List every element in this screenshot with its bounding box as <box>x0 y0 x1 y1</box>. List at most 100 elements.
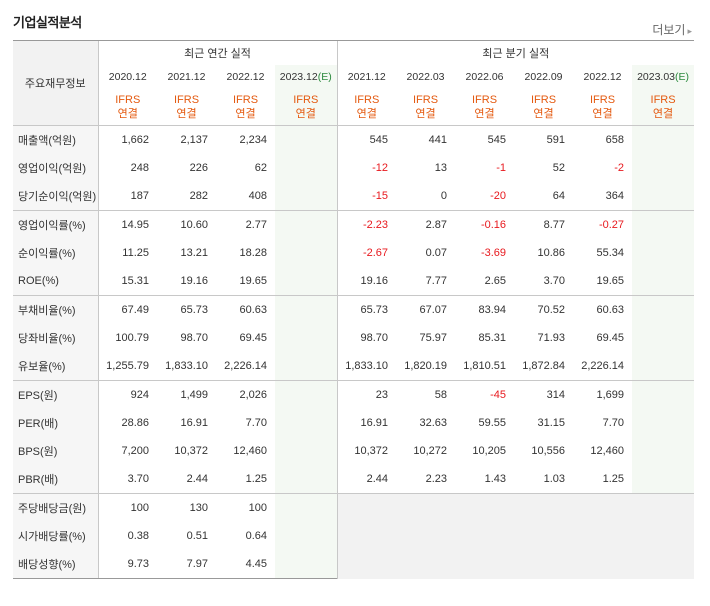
table-row: 유보율(%) 1,255.79 1,833.10 2,226.14 1,833.10 1,… <box>13 352 695 381</box>
annual-value <box>275 465 338 494</box>
table-row: PER(배) 28.86 16.91 7.70 16.91 32.63 59.55 31.15… <box>13 409 695 437</box>
row-label: 배당성향(%) <box>13 550 99 579</box>
annual-value <box>275 437 338 465</box>
quarterly-value: 1.43 <box>484 473 507 485</box>
period-header: 2023.03(E) <box>632 65 695 88</box>
annual-value: 98.70 <box>180 332 208 344</box>
row-label: EPS(원) <box>13 380 99 409</box>
annual-value: 10.60 <box>157 210 216 239</box>
annual-value: 1,255.79 <box>97 352 157 381</box>
more-link[interactable]: 더보기 ▸ <box>652 21 692 38</box>
period-header: 2022.06 <box>455 65 514 88</box>
annual-value: 10,372 <box>174 445 208 457</box>
row-label: 유보율(%) <box>13 352 99 381</box>
quarterly-value: 58 <box>396 380 456 409</box>
quarterly-value: 60.63 <box>573 295 633 324</box>
annual-value: 187 <box>97 182 157 211</box>
table-row: 주당배당금(원) 100 130 100 <box>13 493 695 579</box>
ifrs-consolidated: 연결 <box>356 107 377 120</box>
annual-value <box>275 267 338 296</box>
quarterly-value <box>632 182 695 211</box>
period-header: 2022.12 <box>573 65 632 88</box>
period-header: 2022.03 <box>396 65 455 88</box>
table-row: EPS(원) 924 1,499 2,026 23 58 -45 314 1,699 <box>13 380 695 409</box>
quarterly-value: -2 <box>614 162 625 174</box>
annual-value: 2,234 <box>239 134 267 146</box>
quarterly-value: 23 <box>336 380 397 409</box>
row-label: 영업이익(억원) <box>13 154 99 182</box>
quarterly-value: -45 <box>455 380 515 409</box>
row-label: PBR(배) <box>13 465 99 494</box>
ifrs-consolidated: 연결 <box>652 107 674 120</box>
quarterly-blank <box>336 493 695 579</box>
quarterly-value: 7.77 <box>425 275 448 287</box>
quarterly-value: 10.86 <box>537 247 566 259</box>
row-label: 영업이익률(%) <box>13 210 99 239</box>
quarterly-value: -2.67 <box>336 239 397 267</box>
annual-value: 60.63 <box>216 295 275 324</box>
quarterly-value: 658 <box>605 134 625 146</box>
quarterly-value <box>632 409 695 437</box>
annual-value: 248 <box>97 154 157 182</box>
annual-value: 11.25 <box>97 239 157 267</box>
period-header: 2021.12 <box>336 65 397 88</box>
row-label: BPS(원) <box>13 437 99 465</box>
period-label: 2021.12 <box>167 70 206 83</box>
period-label: 2022.03 <box>406 70 445 83</box>
period-header: 2020.12 <box>97 65 157 88</box>
quarterly-value: 2.65 <box>484 275 507 287</box>
header-ifrs-row: IFRS 연결 IFRS 연결 IFRS 연결 IFRS 연결 IFRS 연결 IFRS 연결 IFRS… <box>13 88 695 126</box>
ifrs-label: IFRS 연결 <box>275 88 338 126</box>
row-label: 당기순이익(억원) <box>13 182 99 211</box>
quarterly-value: 12,460 <box>590 445 625 457</box>
annual-value: 13.21 <box>180 247 208 259</box>
annual-value: 408 <box>248 190 267 202</box>
quarterly-value <box>632 295 695 324</box>
ifrs-standard: IFRS <box>590 93 616 106</box>
quarterly-value: 75.97 <box>419 332 448 344</box>
annual-value <box>275 239 338 267</box>
quarterly-value: 55.34 <box>596 247 625 259</box>
annual-value: 924 <box>97 380 157 409</box>
annual-value: 18.28 <box>239 247 267 259</box>
period-label: 2022.09 <box>524 70 563 83</box>
annual-value: 62 <box>254 162 267 174</box>
annual-value: 67.49 <box>97 295 157 324</box>
quarterly-value <box>632 324 695 352</box>
period-label: 2021.12 <box>347 70 386 83</box>
ifrs-consolidated: 연결 <box>235 107 256 120</box>
quarterly-value: 441 <box>428 134 448 146</box>
table-row: 순이익률(%) 11.25 13.21 18.28 -2.67 0.07 -3.69 10.8… <box>13 239 695 267</box>
annual-value: 14.95 <box>97 210 157 239</box>
annual-value: 130 <box>157 493 216 522</box>
quarterly-value: 2.87 <box>396 210 456 239</box>
annual-value <box>275 550 338 579</box>
annual-value <box>275 154 338 182</box>
table-row: BPS(원) 7,200 10,372 12,460 10,372 10,272 10,20… <box>13 437 695 465</box>
ifrs-label: IFRS 연결 <box>336 88 397 126</box>
ifrs-consolidated: 연결 <box>415 107 436 120</box>
quarterly-value: 98.70 <box>336 324 397 352</box>
ifrs-standard: IFRS <box>293 93 319 106</box>
table-row: ROE(%) 15.31 19.16 19.65 19.16 7.77 2.65 3.70 19… <box>13 267 695 296</box>
annual-value: 100 <box>216 493 275 522</box>
quarterly-value: 65.73 <box>336 295 397 324</box>
header-period-row: 2020.12 2021.12 2022.12 2023.12(E) 2021.12 20… <box>13 65 695 88</box>
period-header: 2023.12(E) <box>275 65 338 88</box>
ifrs-label: IFRS 연결 <box>455 88 515 126</box>
quarterly-value: 1.25 <box>602 473 625 485</box>
ifrs-standard: IFRS <box>173 93 200 106</box>
ifrs-consolidated: 연결 <box>474 107 495 120</box>
quarterly-value: 69.45 <box>596 332 625 344</box>
quarterly-value: 0 <box>440 190 448 202</box>
annual-value <box>275 409 338 437</box>
annual-value: 1,499 <box>157 380 216 409</box>
annual-value: 2,137 <box>180 134 208 146</box>
quarterly-value: -20 <box>490 190 507 202</box>
quarterly-value: 13 <box>434 162 448 174</box>
ifrs-standard: IFRS <box>650 93 676 106</box>
quarterly-value <box>632 352 695 381</box>
quarterly-value: -15 <box>336 182 397 211</box>
annual-value: 69.45 <box>239 332 267 344</box>
quarterly-value: 314 <box>514 380 574 409</box>
